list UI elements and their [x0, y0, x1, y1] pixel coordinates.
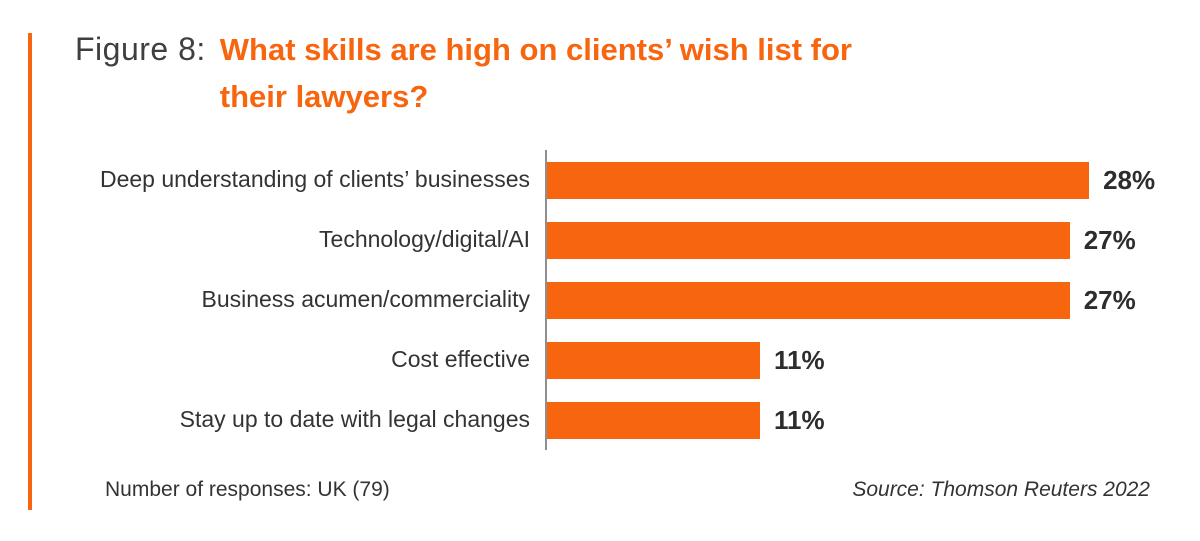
- bar-chart: Deep understanding of clients’ businesse…: [0, 150, 1200, 450]
- chart-row: Stay up to date with legal changes 11%: [0, 390, 1200, 450]
- bar-label: Business acumen/commerciality: [201, 286, 530, 313]
- chart-row: Technology/digital/AI 27%: [0, 210, 1200, 270]
- figure-header: Figure 8: What skills are high on client…: [75, 26, 852, 120]
- bar: [547, 221, 1070, 259]
- bar-value: 11%: [773, 344, 825, 375]
- bar-value: 27%: [1083, 224, 1136, 255]
- bar-label: Stay up to date with legal changes: [179, 406, 530, 433]
- bar-value: 27%: [1083, 284, 1136, 315]
- bar: [547, 401, 760, 439]
- bar: [547, 341, 760, 379]
- responses-note: Number of responses: UK (79): [105, 478, 390, 501]
- figure-question-line1: What skills are high on clients’ wish li…: [219, 32, 852, 67]
- figure-label: Figure 8:: [75, 31, 206, 67]
- chart-row: Business acumen/commerciality 27%: [0, 270, 1200, 330]
- bar: [547, 281, 1070, 319]
- chart-rows: Deep understanding of clients’ businesse…: [0, 150, 1200, 450]
- chart-row: Cost effective 11%: [0, 330, 1200, 390]
- bar-value: 28%: [1103, 164, 1156, 195]
- bar-label: Deep understanding of clients’ businesse…: [99, 166, 530, 193]
- axis-line: [545, 150, 547, 450]
- chart-row: Deep understanding of clients’ businesse…: [0, 150, 1200, 210]
- bar-label: Technology/digital/AI: [319, 226, 530, 253]
- left-accent-bar: [28, 33, 32, 510]
- figure-question: What skills are high on clients’ wish li…: [220, 26, 852, 120]
- bar-value: 11%: [773, 404, 825, 435]
- bar: [547, 161, 1090, 199]
- source-note: Source: Thomson Reuters 2022: [852, 478, 1150, 501]
- figure-question-line2: their lawyers?: [219, 79, 429, 114]
- bar-label: Cost effective: [391, 346, 530, 373]
